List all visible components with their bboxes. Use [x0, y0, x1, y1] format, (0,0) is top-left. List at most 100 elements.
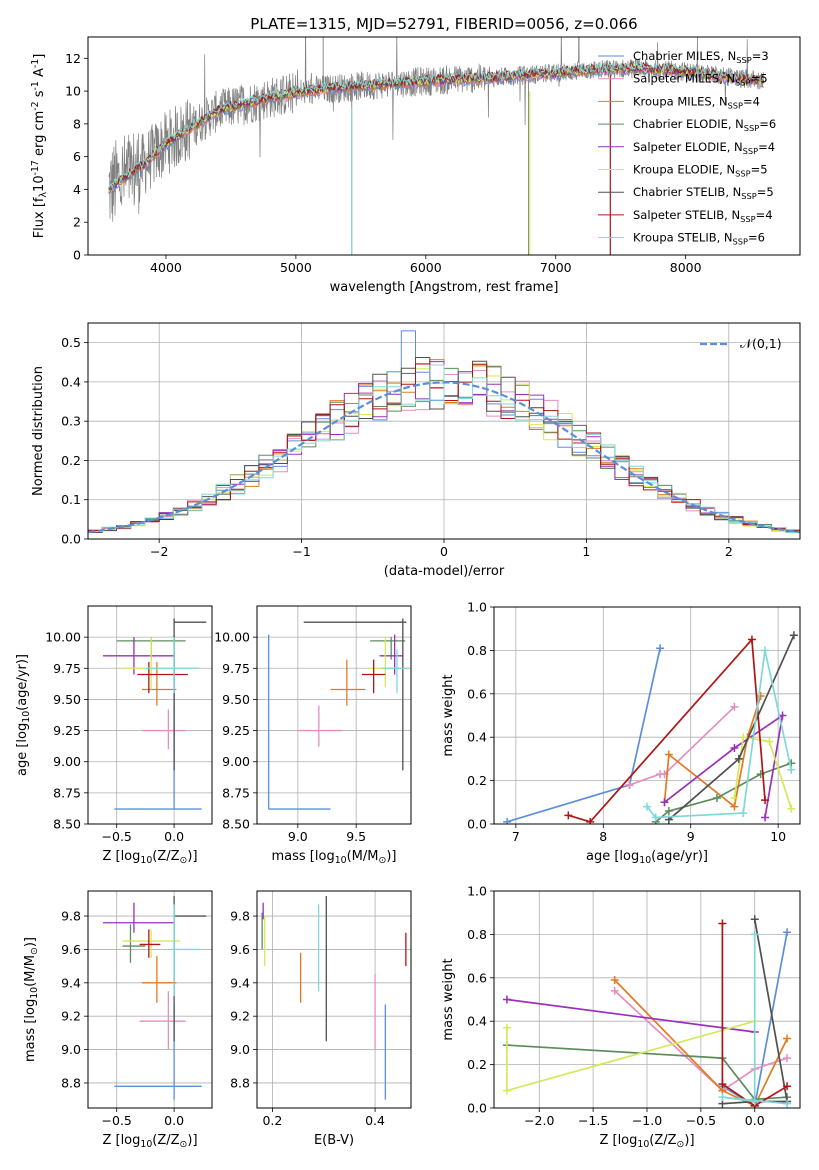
- legend-label: Kroupa ELODIE, NSSP=5: [633, 163, 768, 179]
- marker-sstelib: [747, 635, 756, 644]
- x-tick-label: 7000: [540, 260, 572, 275]
- x-axis-label: Z [log10(Z/Z⊙)]: [102, 849, 197, 866]
- marker-kstelib: [761, 646, 770, 655]
- normal-curve: [88, 381, 800, 534]
- y-tick-label: 10: [65, 84, 81, 99]
- model-spectrum-kstelib: [108, 61, 764, 190]
- marker-cstelib: [750, 915, 759, 924]
- plot-content: [268, 618, 409, 810]
- y-tick-label: 0.3: [61, 414, 81, 429]
- y-tick-label: 8.8: [61, 1075, 81, 1090]
- marker-cmiles: [656, 644, 665, 653]
- y-tick-label: 0.6: [467, 970, 487, 985]
- marker-kstelib: [739, 809, 748, 818]
- y-tick-label: 9.25: [222, 723, 250, 738]
- marker-kstelib: [718, 1093, 727, 1102]
- errorbar-smiles: [139, 991, 186, 1050]
- axes-weight-vs-Z: −2.0 −1.5 −1.0 −0.5 0.0 0.0 0.2 0.4 0.6 0.8 1.0 Z […: [441, 884, 801, 1150]
- marker-kstelib: [750, 1097, 759, 1106]
- x-tick-label: 9.5: [346, 829, 366, 844]
- plot-content: [261, 896, 407, 1100]
- y-tick-label: 8.50: [53, 817, 81, 832]
- x-axis-label: wavelength [Angstrom, rest frame]: [330, 280, 559, 295]
- x-tick-label: −2.0: [524, 1113, 554, 1128]
- plot-content: [102, 896, 207, 1100]
- y-tick-label: 9.2: [230, 1009, 250, 1024]
- series-kelodie: [730, 733, 796, 813]
- x-axis-label: Z [log10(Z/Z⊙)]: [102, 1133, 197, 1150]
- x-axis-label: mass [log10(M/M⊙)]: [272, 849, 397, 866]
- y-tick-label: 9.0: [61, 1042, 81, 1057]
- marker-cmiles: [503, 817, 512, 824]
- marker-kstelib: [651, 813, 660, 822]
- marker-sstelib: [718, 919, 727, 928]
- x-tick-label: 9.0: [288, 829, 308, 844]
- errorbar-smiles: [141, 709, 186, 750]
- axes-spectrum: 4000 5000 6000 7000 8000 0 2 4 6 8 10 12 wavelength …: [30, 36, 801, 295]
- axes-weight-vs-age: 7 8 9 10 0.0 0.2 0.4 0.6 0.8 1.0 age [log10(age/yr…: [441, 600, 801, 866]
- marker-smiles: [730, 702, 739, 711]
- x-tick-label: 1: [582, 544, 590, 559]
- marker-kmiles: [783, 1034, 792, 1043]
- marker-selodie: [660, 798, 669, 807]
- marker-kelodie: [730, 793, 739, 802]
- x-tick-label: 0.4: [365, 1113, 385, 1128]
- series-sstelib: [718, 919, 792, 1108]
- axes-frame: [87, 890, 213, 1109]
- legend-label: Salpeter MILES, NSSP=5: [633, 72, 768, 88]
- series-kstelib: [643, 646, 796, 822]
- y-tick-label: 9.8: [230, 909, 250, 924]
- x-tick-label: −0.5: [102, 829, 132, 844]
- marker-smiles: [625, 780, 634, 789]
- y-tick-label: 10.00: [45, 630, 81, 645]
- marker-smiles: [610, 986, 619, 995]
- marker-smiles: [783, 1054, 792, 1063]
- x-axis-label: E(B-V): [314, 1133, 354, 1148]
- errorbar-sstelib: [139, 929, 161, 958]
- x-tick-label: 0.0: [164, 1113, 184, 1128]
- y-tick-label: 9.4: [230, 975, 250, 990]
- y-tick-label: 0.8: [467, 927, 487, 942]
- y-tick-label: 1.0: [467, 884, 487, 899]
- axes-frame: [87, 605, 213, 825]
- x-tick-label: −1: [292, 544, 310, 559]
- marker-cstelib: [734, 754, 743, 763]
- errorbar-cmiles: [268, 634, 331, 810]
- x-axis-label: age [log10(age/yr)]: [586, 849, 708, 866]
- line-celodie: [506, 1044, 788, 1101]
- y-tick-label: 0.0: [467, 1101, 487, 1116]
- model-spectrum-cstelib: [108, 63, 764, 191]
- plot-area: [257, 891, 411, 1108]
- marker-kelodie: [787, 804, 796, 813]
- plot-area: [88, 606, 212, 824]
- legend-label: Chabrier ELODIE, NSSP=6: [633, 117, 776, 133]
- y-tick-label: 9.50: [222, 692, 250, 707]
- axes-age-vs-Z: −0.5 0.0 8.50 8.75 9.00 9.25 9.50 9.75 10.00 Z [l…: [15, 605, 213, 866]
- y-tick-label: 9.25: [53, 723, 81, 738]
- series-kstelib: [718, 930, 792, 1108]
- plot-content: [108, 37, 765, 255]
- histogram-kstelib: [88, 364, 800, 535]
- y-tick-label: 0.0: [61, 532, 81, 547]
- plot-area: [88, 891, 212, 1108]
- legend-label: Salpeter ELODIE, NSSP=4: [633, 140, 775, 156]
- marker-cstelib: [789, 631, 798, 640]
- y-tick-label: 9.6: [230, 942, 250, 957]
- errorbar-kmiles: [141, 662, 177, 706]
- plot-content: [102, 618, 207, 810]
- marker-kstelib: [787, 765, 796, 774]
- axes-mass-vs-ebv: 0.2 0.4 8.8 9.0 9.2 9.4 9.6 9.8 E(B-V): [230, 890, 412, 1148]
- y-tick-label: 0.5: [61, 335, 81, 350]
- y-tick-label: 0.4: [61, 374, 81, 389]
- y-tick-label: 0.4: [467, 1014, 487, 1029]
- marker-kelodie: [502, 1023, 511, 1032]
- y-tick-label: 8.75: [222, 785, 250, 800]
- figure-title: PLATE=1315, MJD=52791, FIBERID=0056, z=0…: [250, 15, 637, 33]
- errorbar-sstelib: [362, 659, 386, 694]
- x-tick-label: 4000: [150, 260, 182, 275]
- y-tick-label: 8.50: [222, 817, 250, 832]
- marker-sstelib: [718, 1080, 727, 1089]
- legend-label: 𝒩(0,1): [740, 336, 782, 351]
- marker-kstelib: [643, 802, 651, 811]
- y-tick-label: 0.1: [61, 492, 81, 507]
